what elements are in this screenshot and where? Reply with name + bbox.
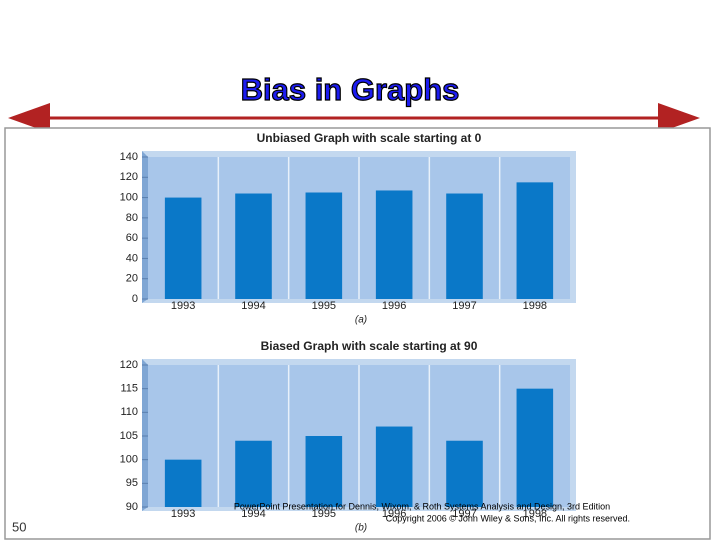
x-tick-label: 1994 [241, 300, 265, 312]
x-tick-label: 1993 [171, 508, 195, 520]
x-tick-label: 1995 [312, 508, 336, 520]
bar [516, 388, 554, 507]
y-tick-label: 100 [120, 454, 138, 466]
y-tick-label: 115 [120, 383, 138, 395]
bar [446, 440, 483, 507]
plot-side [142, 151, 148, 303]
y-tick-label: 20 [126, 273, 138, 285]
bar [164, 459, 202, 507]
y-tick-label: 110 [120, 406, 138, 418]
x-tick-label: 1996 [382, 508, 406, 520]
y-tick-label: 40 [126, 252, 138, 264]
bar [375, 426, 413, 507]
x-tick-label: 1998 [523, 300, 547, 312]
bar [375, 190, 413, 299]
y-tick-label: 120 [120, 359, 138, 371]
chart-title: Biased Graph with scale starting at 90 [261, 339, 478, 353]
y-tick-label: 100 [120, 191, 138, 203]
slide-title: Bias in Graphs [241, 72, 460, 107]
y-tick-label: 80 [126, 212, 138, 224]
y-tick-label: 0 [132, 293, 138, 305]
y-tick-label: 95 [126, 477, 138, 489]
bar [235, 193, 272, 299]
footer-line: PowerPoint Presentation for Dennis, Wixo… [234, 501, 610, 511]
bar [164, 197, 202, 299]
y-tick-label: 105 [120, 430, 138, 442]
bar [235, 440, 272, 507]
x-tick-label: 1997 [452, 508, 476, 520]
x-tick-label: 1993 [171, 300, 195, 312]
x-tick-label: 1998 [523, 508, 547, 520]
page-number: 50 [12, 519, 26, 534]
y-tick-label: 120 [120, 171, 138, 183]
bar [305, 436, 343, 507]
chart-caption: (a) [355, 315, 367, 326]
x-tick-label: 1996 [382, 300, 406, 312]
x-tick-label: 1995 [312, 300, 336, 312]
y-tick-label: 60 [126, 232, 138, 244]
chart-title: Unbiased Graph with scale starting at 0 [257, 131, 482, 145]
bar [516, 182, 554, 299]
y-tick-label: 90 [126, 501, 138, 513]
bar [446, 193, 483, 299]
x-tick-label: 1997 [452, 300, 476, 312]
bar [305, 192, 343, 299]
y-tick-label: 140 [120, 151, 138, 163]
footer-line: Copyright 2006 © John Wiley & Sons, Inc.… [386, 513, 630, 523]
chart-caption: (b) [355, 523, 367, 534]
plot-side [142, 359, 148, 511]
x-tick-label: 1994 [241, 508, 265, 520]
